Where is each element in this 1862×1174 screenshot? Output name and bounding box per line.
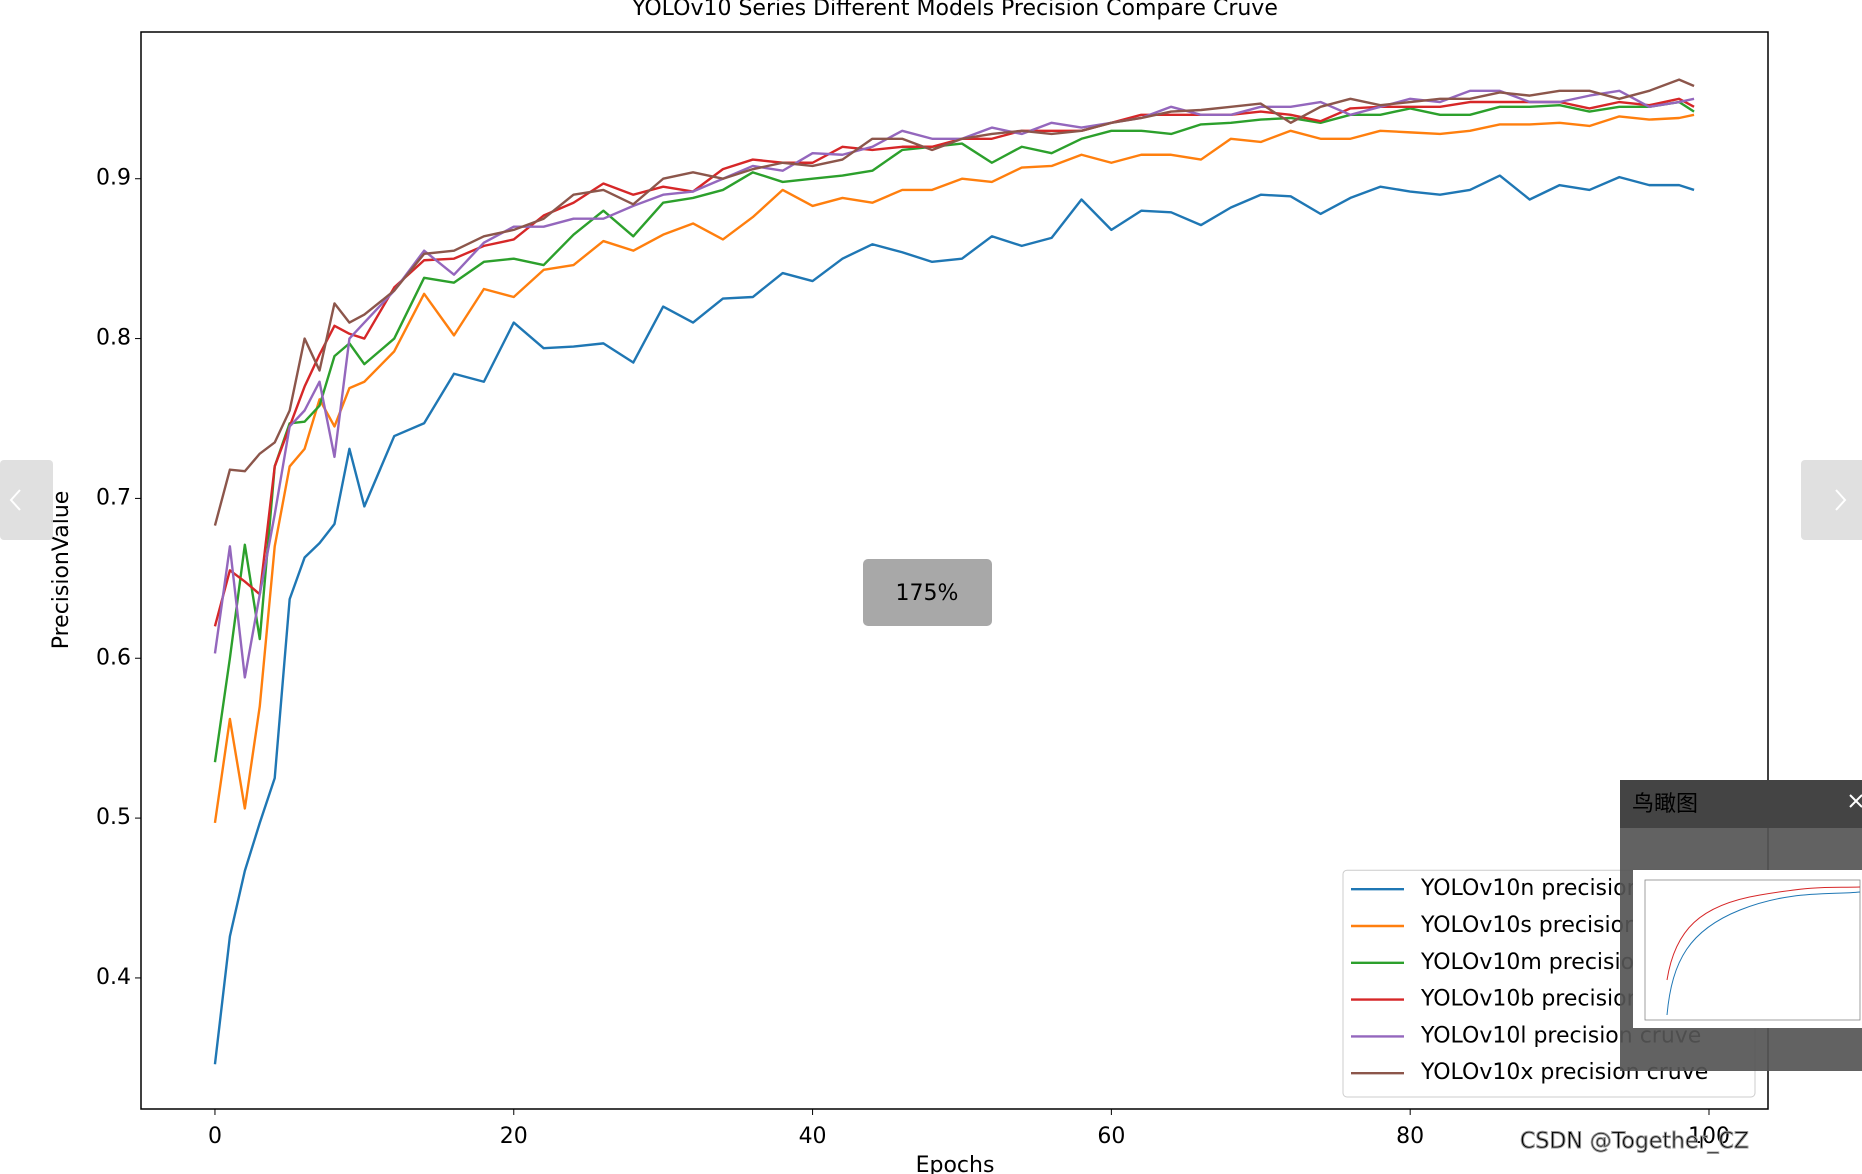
zoom-text: 175% — [896, 581, 959, 606]
panel-close[interactable] — [1849, 794, 1862, 808]
x-tick-label: 100 — [1688, 1124, 1730, 1149]
series-line — [213, 100, 1695, 763]
thumbnail-frame — [1644, 879, 1861, 1021]
y-tick-label: 0.7 — [96, 485, 131, 510]
x-tick-label: 20 — [500, 1124, 528, 1149]
thumbnail-line — [1666, 891, 1861, 1016]
x-tick-label: 40 — [799, 1124, 827, 1149]
chart-title: YOLOv10 Series Different Models Precisio… — [631, 0, 1278, 21]
prev-button-bg — [0, 460, 53, 540]
y-tick-label: 0.4 — [96, 965, 131, 990]
x-axis-label: Epochs — [916, 1153, 995, 1174]
panel-title: 鸟瞰图 — [1632, 792, 1698, 817]
x-tick-label: 60 — [1097, 1124, 1125, 1149]
series-line — [213, 174, 1695, 1065]
plot-frame — [140, 31, 1769, 1110]
y-tick-label: 0.8 — [96, 326, 131, 351]
lines — [213, 78, 1695, 1065]
prev-button[interactable] — [0, 460, 53, 540]
y-axis-label: PrecisionValue — [49, 491, 74, 650]
series-line — [213, 97, 1695, 627]
x-tick-label: 0 — [208, 1124, 222, 1149]
y-tick-label: 0.9 — [96, 166, 131, 191]
thumbnail-line — [1666, 886, 1861, 981]
x-tick-label: 80 — [1396, 1124, 1424, 1149]
panel-thumbnail[interactable] — [1633, 870, 1862, 1028]
y-tick-label: 0.6 — [96, 645, 131, 670]
zoom-badge — [863, 559, 992, 626]
series-line — [213, 78, 1695, 526]
y-tick-label: 0.5 — [96, 805, 131, 830]
series-line — [213, 113, 1695, 824]
watermark: CSDN @Together_CZ — [1520, 1129, 1749, 1154]
ticks: 0.4 0.5 0.6 0.7 0.8 0.9 0 20 40 60 80 100 — [96, 166, 1730, 1149]
overview-panel: 鸟瞰图 — [1620, 780, 1862, 1071]
panel-header — [1620, 780, 1862, 828]
prev-icon — [9, 489, 21, 511]
next-button[interactable] — [1801, 460, 1862, 540]
next-button-bg — [1801, 460, 1862, 540]
next-icon — [1835, 489, 1847, 511]
